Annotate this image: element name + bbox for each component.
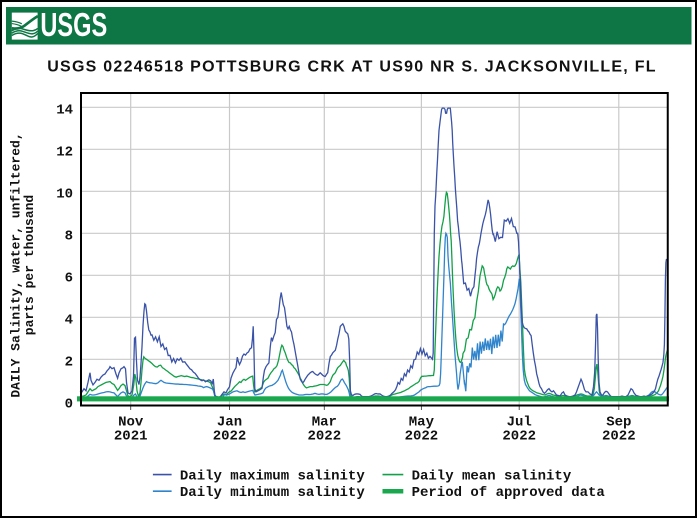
svg-text:2022: 2022 <box>502 429 536 445</box>
svg-text:2022: 2022 <box>405 429 439 445</box>
svg-text:0: 0 <box>65 396 73 412</box>
svg-text:2022: 2022 <box>602 429 636 445</box>
svg-text:6: 6 <box>65 270 73 286</box>
svg-text:Daily maximum salinity: Daily maximum salinity <box>180 469 365 485</box>
svg-text:Period of approved data: Period of approved data <box>412 485 606 501</box>
svg-text:parts per thousand: parts per thousand <box>22 195 37 335</box>
svg-text:USGS: USGS <box>40 7 107 44</box>
svg-text:8: 8 <box>65 228 73 244</box>
svg-text:4: 4 <box>65 312 73 328</box>
svg-text:DAILY Salinity, water, unfilte: DAILY Salinity, water, unfiltered, <box>9 132 24 397</box>
svg-text:Sep: Sep <box>606 415 631 431</box>
svg-text:Mar: Mar <box>312 415 337 431</box>
svg-text:14: 14 <box>56 102 73 118</box>
svg-text:USGS 02246518 POTTSBURG CRK AT: USGS 02246518 POTTSBURG CRK AT US90 NR S… <box>47 59 657 76</box>
svg-text:Nov: Nov <box>118 415 144 431</box>
svg-text:Daily minimum salinity: Daily minimum salinity <box>180 485 365 501</box>
svg-text:Jul: Jul <box>507 415 532 431</box>
svg-text:Daily mean salinity: Daily mean salinity <box>412 469 572 485</box>
svg-text:2021: 2021 <box>114 429 148 445</box>
svg-text:2022: 2022 <box>307 429 341 445</box>
svg-text:12: 12 <box>56 144 73 160</box>
svg-text:2022: 2022 <box>213 429 247 445</box>
svg-text:Jan: Jan <box>217 415 242 431</box>
svg-text:2: 2 <box>65 354 73 370</box>
svg-text:10: 10 <box>56 186 73 202</box>
svg-text:May: May <box>409 415 435 431</box>
